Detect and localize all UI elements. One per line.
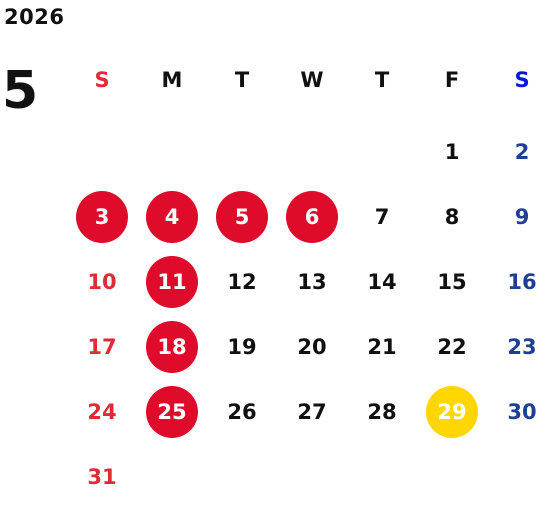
- day-number: 9: [514, 205, 530, 229]
- day-number: 30: [507, 400, 537, 424]
- day-number: 4: [146, 191, 198, 243]
- day-cell[interactable]: 6: [277, 189, 347, 245]
- weekday-label: T: [374, 68, 390, 92]
- calendar-grid: 1 2 3 4 5 6 7 8 9 10 11 12 13 14 15 16 17 18 19 20 21 22 23 24 2…: [67, 124, 548, 504]
- day-number: 18: [146, 321, 198, 373]
- day-cell[interactable]: 8: [417, 189, 487, 245]
- day-cell[interactable]: 25: [137, 384, 207, 440]
- day-cell[interactable]: 12: [207, 254, 277, 310]
- day-number: 13: [297, 270, 327, 294]
- day-number: 7: [374, 205, 390, 229]
- day-cell[interactable]: 14: [347, 254, 417, 310]
- day-number: 24: [87, 400, 117, 424]
- day-cell[interactable]: 17: [67, 319, 137, 375]
- day-number: 20: [297, 335, 327, 359]
- day-cell[interactable]: 29: [417, 384, 487, 440]
- day-number: 10: [87, 270, 117, 294]
- day-number: 25: [146, 386, 198, 438]
- day-number: 15: [437, 270, 467, 294]
- weekday-label: W: [300, 68, 324, 92]
- weekday-label: M: [161, 68, 183, 92]
- day-number: 17: [87, 335, 117, 359]
- day-number: 6: [286, 191, 338, 243]
- day-number: 29: [426, 386, 478, 438]
- day-cell[interactable]: 16: [487, 254, 548, 310]
- day-number: 21: [367, 335, 397, 359]
- month-number: 5: [2, 61, 39, 121]
- day-number: 14: [367, 270, 397, 294]
- day-number: 5: [216, 191, 268, 243]
- day-cell[interactable]: 30: [487, 384, 548, 440]
- day-cell[interactable]: 18: [137, 319, 207, 375]
- day-cell[interactable]: 9: [487, 189, 548, 245]
- day-number: 19: [227, 335, 257, 359]
- day-cell[interactable]: 13: [277, 254, 347, 310]
- day-cell[interactable]: 23: [487, 319, 548, 375]
- day-cell[interactable]: 20: [277, 319, 347, 375]
- day-cell[interactable]: 19: [207, 319, 277, 375]
- day-number: 27: [297, 400, 327, 424]
- day-cell[interactable]: 27: [277, 384, 347, 440]
- day-cell[interactable]: 1: [417, 124, 487, 180]
- day-cell[interactable]: 5: [207, 189, 277, 245]
- weekday-label: T: [234, 68, 250, 92]
- day-cell[interactable]: 4: [137, 189, 207, 245]
- day-cell[interactable]: 28: [347, 384, 417, 440]
- day-cell[interactable]: 24: [67, 384, 137, 440]
- day-number: 22: [437, 335, 467, 359]
- day-number: 16: [507, 270, 537, 294]
- day-number: 1: [444, 140, 460, 164]
- day-number: 31: [87, 465, 117, 489]
- day-number: 8: [444, 205, 460, 229]
- day-cell[interactable]: 2: [487, 124, 548, 180]
- day-cell[interactable]: 21: [347, 319, 417, 375]
- weekday-label: S: [94, 68, 110, 92]
- weekday-label: F: [444, 68, 460, 92]
- day-number: 23: [507, 335, 537, 359]
- day-number: 3: [76, 191, 128, 243]
- day-cell[interactable]: 15: [417, 254, 487, 310]
- day-cell[interactable]: 7: [347, 189, 417, 245]
- day-number: 11: [146, 256, 198, 308]
- day-number: 2: [514, 140, 530, 164]
- day-cell[interactable]: 26: [207, 384, 277, 440]
- weekday-label: S: [514, 68, 530, 92]
- day-cell[interactable]: 11: [137, 254, 207, 310]
- day-cell[interactable]: 22: [417, 319, 487, 375]
- day-number: 26: [227, 400, 257, 424]
- day-cell[interactable]: 10: [67, 254, 137, 310]
- day-number: 12: [227, 270, 257, 294]
- day-cell[interactable]: 31: [67, 449, 137, 505]
- day-number: 28: [367, 400, 397, 424]
- day-cell[interactable]: 3: [67, 189, 137, 245]
- year-label: 2026: [4, 5, 65, 29]
